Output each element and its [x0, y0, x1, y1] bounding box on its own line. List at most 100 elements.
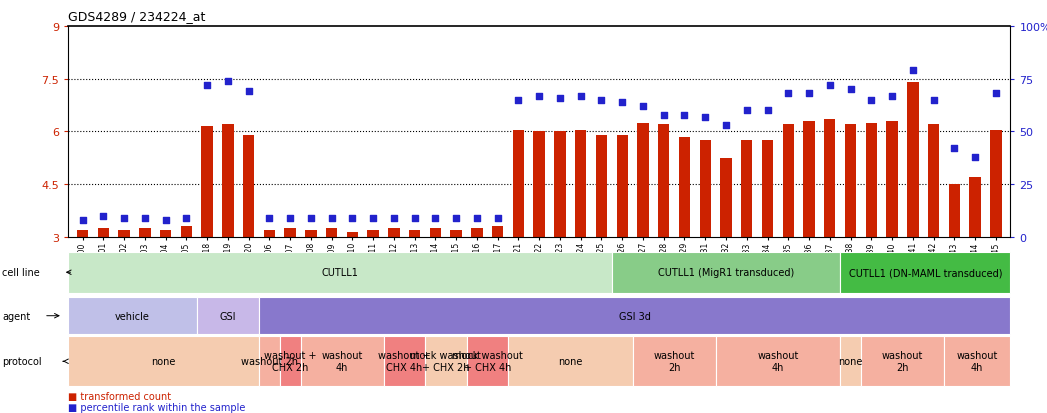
Text: ■ transformed count: ■ transformed count — [68, 392, 171, 401]
Text: CUTLL1 (MigR1 transduced): CUTLL1 (MigR1 transduced) — [658, 268, 794, 278]
Text: washout 2h: washout 2h — [241, 356, 298, 366]
Point — [801, 91, 818, 97]
Point — [344, 215, 361, 222]
Text: CUTLL1 (DN-MAML transduced): CUTLL1 (DN-MAML transduced) — [848, 268, 1002, 278]
Bar — [658, 125, 669, 237]
Bar — [243, 136, 254, 237]
Bar — [554, 132, 565, 237]
Point — [531, 93, 548, 100]
Bar — [97, 229, 109, 237]
Text: protocol: protocol — [2, 356, 42, 366]
Point — [385, 215, 402, 222]
Point — [510, 97, 527, 104]
Bar — [762, 141, 774, 237]
Point — [655, 112, 672, 119]
Bar — [367, 230, 379, 237]
Bar — [970, 178, 981, 237]
Point — [448, 215, 465, 222]
Point — [95, 213, 112, 220]
Bar — [429, 229, 441, 237]
Bar — [803, 122, 815, 237]
Bar — [741, 141, 753, 237]
Bar — [887, 122, 897, 237]
Text: CUTLL1: CUTLL1 — [321, 268, 358, 278]
Bar — [845, 125, 856, 237]
Text: washout
4h: washout 4h — [321, 351, 362, 372]
Text: washout +
CHX 4h: washout + CHX 4h — [378, 351, 430, 372]
Text: GSI 3d: GSI 3d — [619, 311, 650, 321]
Bar — [118, 230, 130, 237]
Bar — [181, 227, 192, 237]
Point — [842, 87, 859, 93]
Bar — [866, 123, 877, 237]
Point — [178, 215, 195, 222]
Point — [905, 68, 921, 74]
Text: washout
2h: washout 2h — [653, 351, 695, 372]
Point — [74, 217, 91, 224]
Point — [945, 146, 962, 152]
Bar — [990, 131, 1002, 237]
Point — [987, 91, 1004, 97]
Text: mock washout
+ CHX 4h: mock washout + CHX 4h — [452, 351, 522, 372]
Bar — [907, 83, 918, 237]
Bar — [617, 136, 628, 237]
Bar — [285, 229, 296, 237]
Bar — [513, 131, 525, 237]
Point — [240, 89, 257, 95]
Bar — [492, 227, 504, 237]
Bar — [388, 229, 400, 237]
Point — [573, 93, 589, 100]
Bar — [678, 138, 690, 237]
Text: none: none — [558, 356, 582, 366]
Bar — [534, 132, 544, 237]
Bar — [928, 125, 939, 237]
Bar — [160, 230, 172, 237]
Point — [884, 93, 900, 100]
Point — [199, 83, 216, 89]
Point — [717, 123, 734, 129]
Point — [157, 217, 174, 224]
Point — [676, 112, 693, 119]
Bar — [638, 123, 649, 237]
Bar — [471, 229, 483, 237]
Point — [738, 108, 755, 114]
Bar — [782, 125, 794, 237]
Text: mock washout
+ CHX 2h: mock washout + CHX 2h — [410, 351, 482, 372]
Point — [324, 215, 340, 222]
Point — [614, 100, 630, 106]
Bar — [824, 120, 836, 237]
Point — [489, 215, 506, 222]
Point — [406, 215, 423, 222]
Point — [822, 83, 839, 89]
Bar — [699, 141, 711, 237]
Point — [469, 215, 486, 222]
Text: cell line: cell line — [2, 268, 40, 278]
Bar — [450, 230, 462, 237]
Point — [364, 215, 381, 222]
Point — [593, 97, 609, 104]
Text: washout +
CHX 2h: washout + CHX 2h — [264, 351, 316, 372]
Text: vehicle: vehicle — [115, 311, 150, 321]
Bar — [575, 131, 586, 237]
Point — [136, 215, 153, 222]
Point — [634, 104, 651, 110]
Point — [966, 154, 983, 161]
Text: none: none — [152, 356, 176, 366]
Point — [552, 95, 569, 102]
Point — [926, 97, 942, 104]
Point — [303, 215, 319, 222]
Point — [261, 215, 277, 222]
Text: GSI: GSI — [220, 311, 237, 321]
Point — [759, 108, 776, 114]
Point — [697, 114, 714, 121]
Bar — [305, 230, 316, 237]
Text: GDS4289 / 234224_at: GDS4289 / 234224_at — [68, 10, 205, 23]
Bar — [347, 232, 358, 237]
Bar — [76, 230, 88, 237]
Point — [282, 215, 298, 222]
Text: washout
4h: washout 4h — [957, 351, 998, 372]
Point — [220, 78, 237, 85]
Bar — [949, 185, 960, 237]
Bar — [409, 230, 421, 237]
Point — [780, 91, 797, 97]
